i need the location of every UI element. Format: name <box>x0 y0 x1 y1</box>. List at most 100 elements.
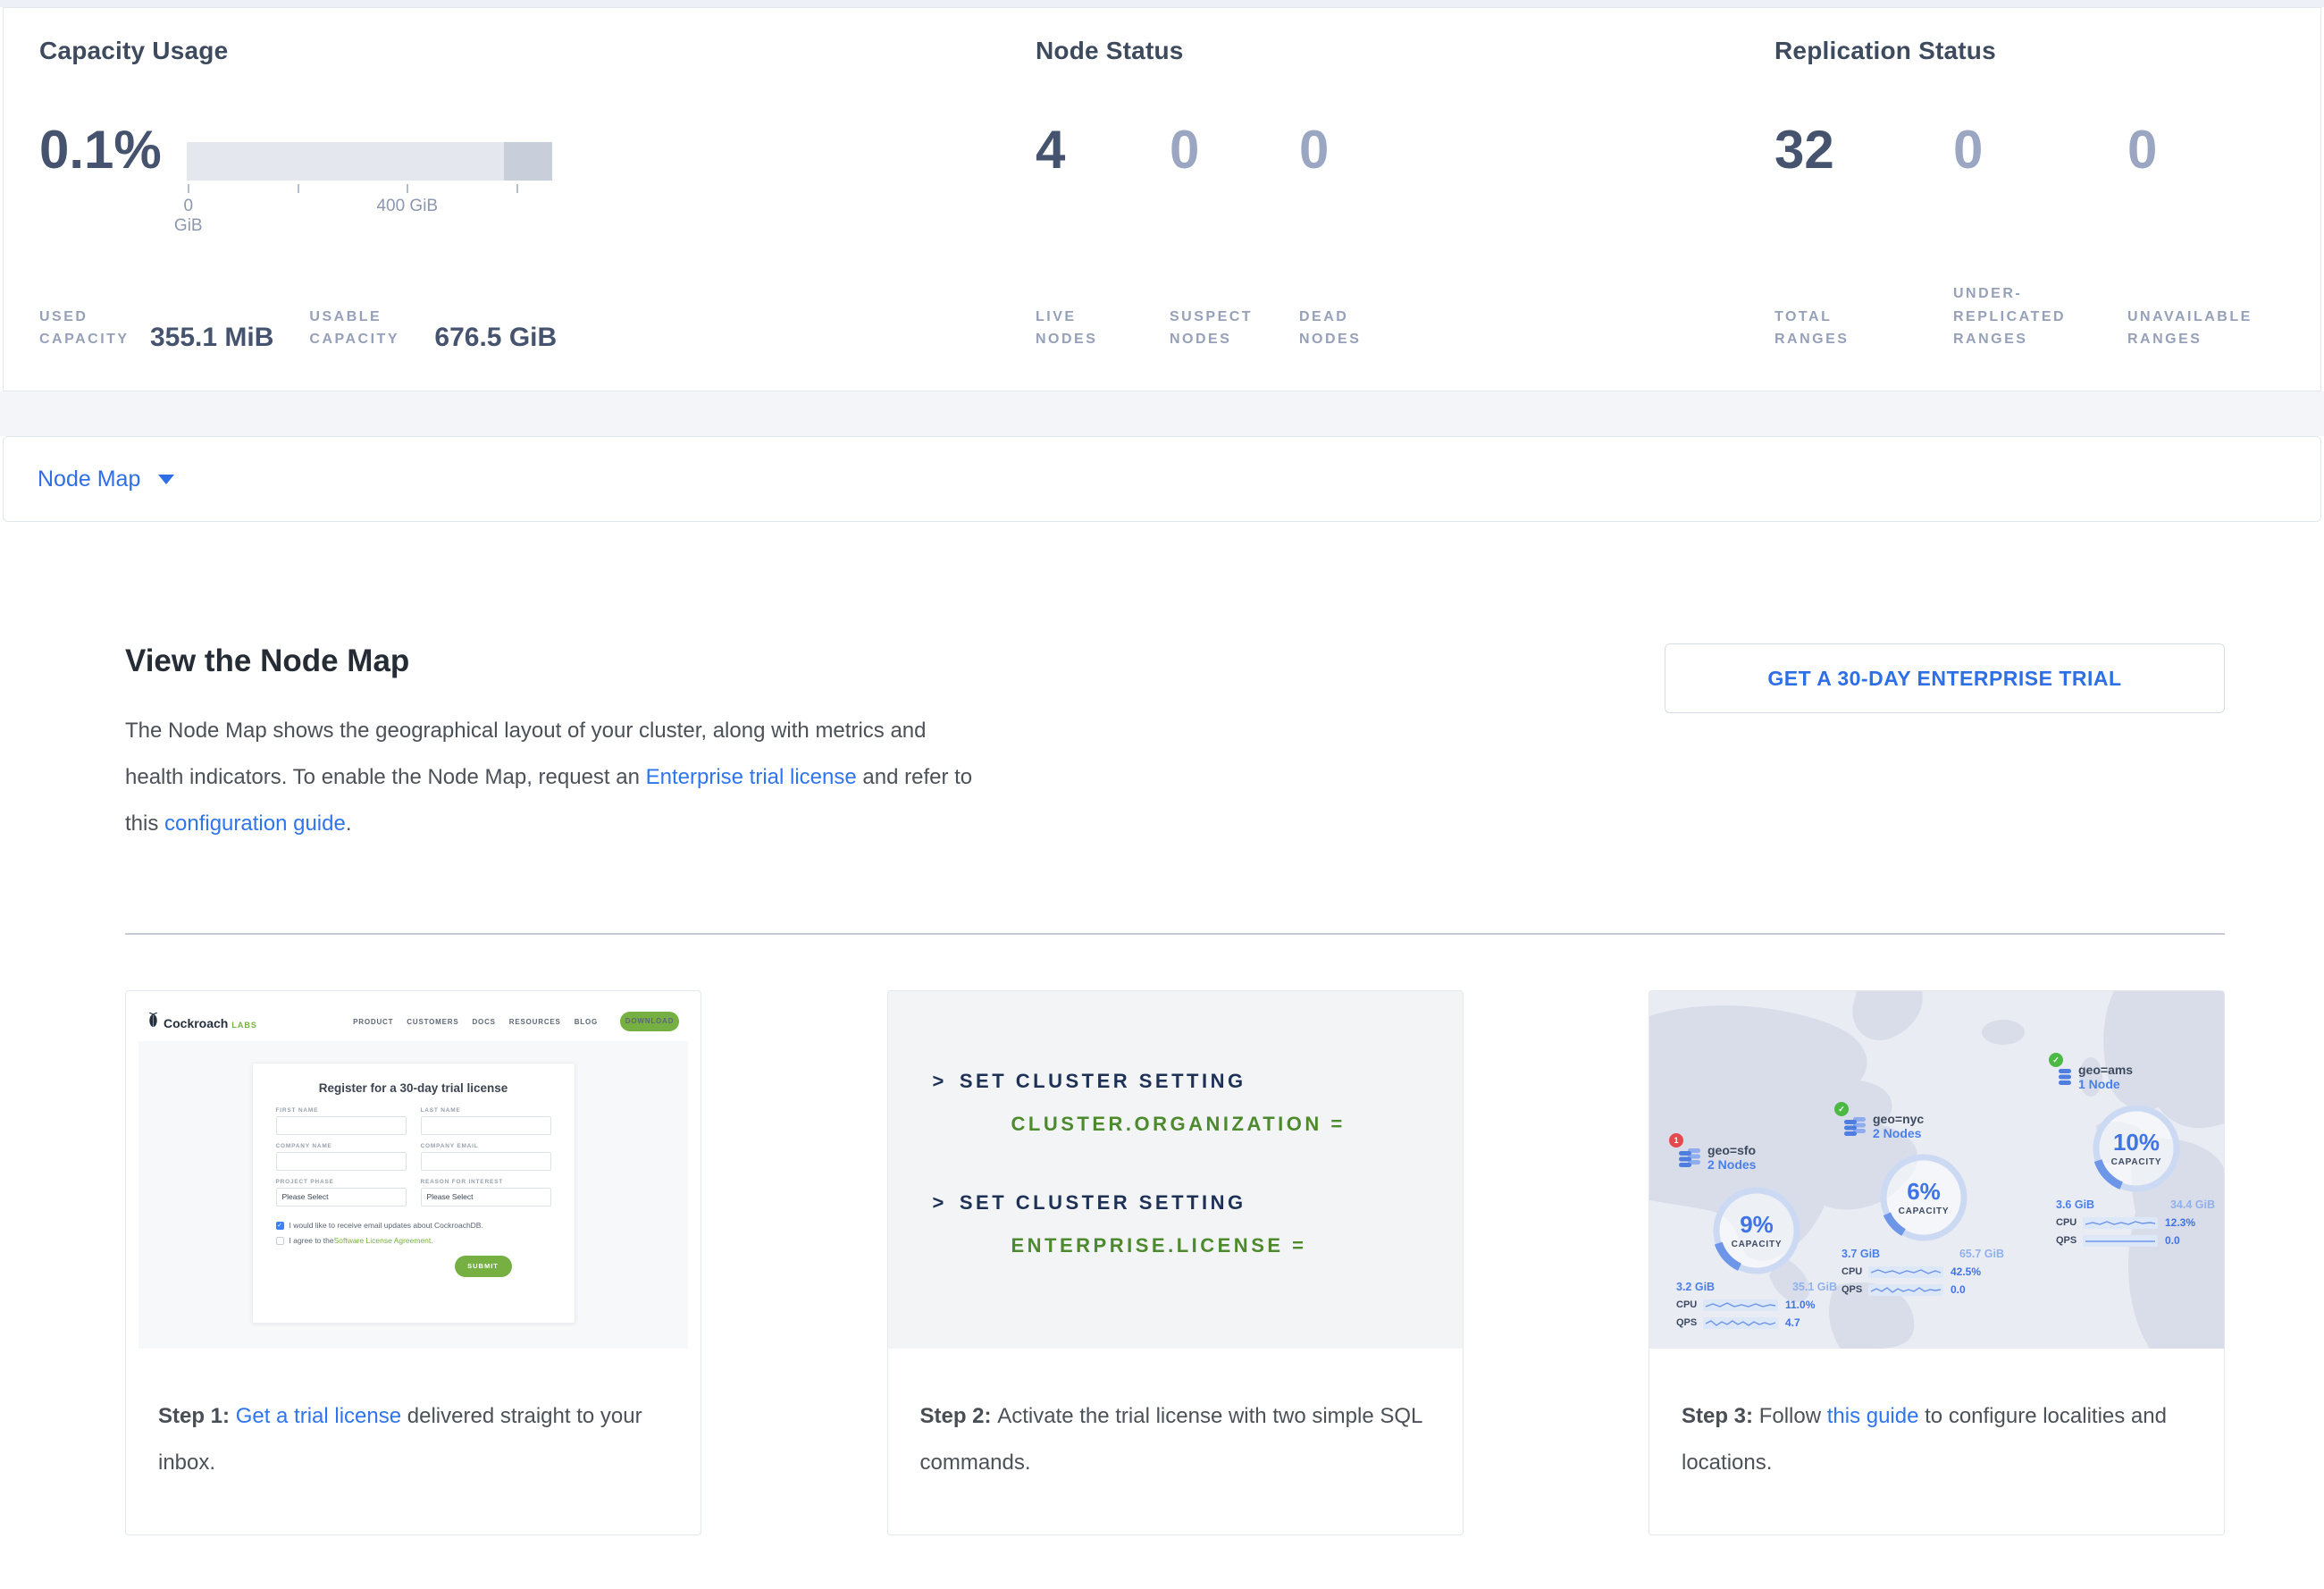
live-nodes-value: 4 <box>1036 120 1066 180</box>
database-nodes-icon <box>1844 1117 1866 1136</box>
first-name-field <box>275 1116 407 1135</box>
used-capacity-label: USED CAPACITY <box>39 308 130 348</box>
cpu-value: 42.5% <box>1951 1265 1982 1278</box>
cpu-sparkline <box>2083 1216 2158 1229</box>
enterprise-trial-button[interactable]: GET A 30-DAY ENTERPRISE TRIAL <box>1665 643 2225 713</box>
suspect-nodes-value: 0 <box>1170 120 1200 180</box>
step2-caption: Step 2: Activate the trial license with … <box>888 1349 1463 1486</box>
capacity-label: CAPACITY <box>2110 1157 2162 1167</box>
promo-description: The Node Map shows the geographical layo… <box>125 708 976 847</box>
used-gib: 3.7 GiB <box>1842 1248 1881 1260</box>
replication-status-title: Replication Status <box>1774 37 1996 64</box>
license-agreement-checkbox <box>275 1236 284 1245</box>
total-gib: 35.1 GiB <box>1791 1281 1837 1293</box>
license-agreement-link: Software License Agreement. <box>333 1236 433 1245</box>
nav-resources: RESOURCES <box>508 1017 561 1026</box>
trial-registration-form: Register for a 30-day trial license FIRS… <box>251 1063 575 1324</box>
chevron-down-icon[interactable] <box>158 474 175 484</box>
total-gib: 65.7 GiB <box>1959 1248 2004 1260</box>
agree-text: I agree to the <box>289 1236 334 1245</box>
under-replicated-label: UNDER-REPLICATED RANGES <box>1953 286 2067 348</box>
sql-commands-panel: > SET CLUSTER SETTING CLUSTER.ORGANIZATIO… <box>887 991 1463 1349</box>
qps-value: 0.0 <box>2165 1234 2180 1247</box>
locality-name: geo=ams <box>2078 1063 2134 1077</box>
sql-keyword-2: SET CLUSTER SETTING <box>959 1191 1246 1214</box>
total-ranges-value: 32 <box>1774 120 1834 180</box>
database-node-icon <box>2059 1069 2071 1085</box>
qps-sparkline <box>2083 1234 2158 1247</box>
sql-setting-license: ENTERPRISE.LICENSE = <box>1011 1234 1307 1257</box>
node-map-dropdown[interactable]: Node Map <box>38 466 141 492</box>
logo-suffix: LABS <box>231 1021 257 1030</box>
step3-text-1: Follow <box>1758 1404 1827 1428</box>
capacity-usage-section: Capacity Usage 0.1% 0 GiB 400 GiB <box>39 8 1036 391</box>
download-button: DOWNLOAD <box>620 1012 679 1031</box>
cpu-label: CPU <box>2056 1217 2077 1228</box>
view-selector-bar: Node Map <box>3 436 2321 522</box>
capacity-usage-title: Capacity Usage <box>39 37 229 64</box>
email-updates-checkbox: ✓ <box>275 1221 284 1230</box>
database-nodes-icon <box>1679 1148 1700 1167</box>
capacity-tick-0: 0 GiB <box>173 197 203 235</box>
email-updates-label: I would like to receive email updates ab… <box>289 1221 483 1230</box>
node-status-title: Node Status <box>1036 37 1184 64</box>
capacity-gauge: 10% CAPACITY <box>2090 1102 2183 1195</box>
healthy-check-badge: ✓ <box>2049 1053 2063 1067</box>
locality-name: geo=nyc <box>1873 1112 1925 1126</box>
dead-nodes-value: 0 <box>1299 120 1330 180</box>
total-gib: 34.4 GiB <box>2169 1198 2215 1211</box>
company-name-field <box>275 1152 407 1171</box>
enterprise-trial-license-link[interactable]: Enterprise trial license <box>645 765 857 789</box>
used-capacity-value: 355.1 MiB <box>150 323 274 352</box>
locality-name: geo=sfo <box>1707 1143 1757 1157</box>
company-email-field <box>420 1152 551 1171</box>
node-map-promo-section: View the Node Map GET A 30-DAY ENTERPRIS… <box>0 522 2324 1535</box>
node-status-section: Node Status 4 0 0 LIVE NODES SUSPECT NOD… <box>1036 8 1774 391</box>
this-guide-link[interactable]: this guide <box>1826 1404 1919 1428</box>
sql-prompt: > <box>932 1191 947 1214</box>
map-locality-nyc: ✓ geo=nyc 2 Nodes <box>1834 1102 2011 1296</box>
cpu-value: 11.0% <box>1785 1299 1816 1311</box>
locality-node-count: 2 Nodes <box>1707 1157 1757 1172</box>
mini-site-nav: PRODUCT CUSTOMERS DOCS RESOURCES BLOG DO… <box>353 1012 679 1031</box>
project-phase-select: Please Select <box>275 1188 407 1206</box>
nav-docs: DOCS <box>472 1017 496 1026</box>
capacity-bar-track <box>186 142 552 181</box>
trial-license-form-thumbnail: Cockroach LABS PRODUCT CUSTOMERS DOCS RE… <box>126 991 701 1349</box>
unavailable-ranges-label: UNAVAILABLE RANGES <box>2127 308 2253 348</box>
step2-label: Step 2: <box>919 1404 998 1428</box>
qps-label: QPS <box>2056 1235 2077 1246</box>
cpu-value: 12.3% <box>2165 1216 2196 1229</box>
promo-text-1: The Node Map shows the geographical layo… <box>125 719 927 789</box>
map-locality-sfo: 1 geo=sfo 2 Nodes <box>1669 1133 1846 1329</box>
qps-value: 0.0 <box>1951 1283 1966 1296</box>
healthy-check-badge: ✓ <box>1834 1102 1849 1116</box>
sql-setting-organization: CLUSTER.ORGANIZATION = <box>1011 1113 1346 1135</box>
node-map-thumbnail: 1 geo=sfo 2 Nodes <box>1649 991 2224 1349</box>
capacity-percent: 10% <box>2112 1129 2160 1156</box>
section-gap <box>0 391 2324 436</box>
step3-label: Step 3: <box>1682 1404 1759 1428</box>
used-gib: 3.6 GiB <box>2056 1198 2095 1211</box>
total-ranges-label: TOTAL RANGES <box>1774 308 1850 348</box>
step3-card: 1 geo=sfo 2 Nodes <box>1649 990 2225 1535</box>
page-title: View the Node Map <box>125 643 410 678</box>
used-gib: 3.2 GiB <box>1676 1281 1716 1293</box>
nav-product: PRODUCT <box>353 1017 394 1026</box>
qps-sparkline <box>1703 1316 1778 1329</box>
capacity-percent: 0.1% <box>39 120 162 180</box>
suspect-nodes-label: SUSPECT NODES <box>1170 308 1254 348</box>
page-top-margin <box>0 0 2324 7</box>
map-locality-ams: ✓ geo=ams 1 Node <box>2049 1053 2224 1247</box>
get-trial-license-link[interactable]: Get a trial license <box>235 1404 402 1428</box>
qps-value: 4.7 <box>1785 1316 1800 1329</box>
nav-customers: CUSTOMERS <box>407 1017 459 1026</box>
first-name-label: FIRST NAME <box>275 1107 319 1114</box>
cockroach-labs-logo: Cockroach LABS <box>147 1013 257 1030</box>
promo-text-2: and refer to this <box>125 765 973 836</box>
locality-node-count: 1 Node <box>2078 1077 2120 1091</box>
cpu-label: CPU <box>1676 1299 1698 1310</box>
step3-text-2: to configure localities and locations. <box>1682 1404 2167 1475</box>
qps-label: QPS <box>1842 1284 1863 1295</box>
configuration-guide-link[interactable]: configuration guide <box>164 811 346 836</box>
